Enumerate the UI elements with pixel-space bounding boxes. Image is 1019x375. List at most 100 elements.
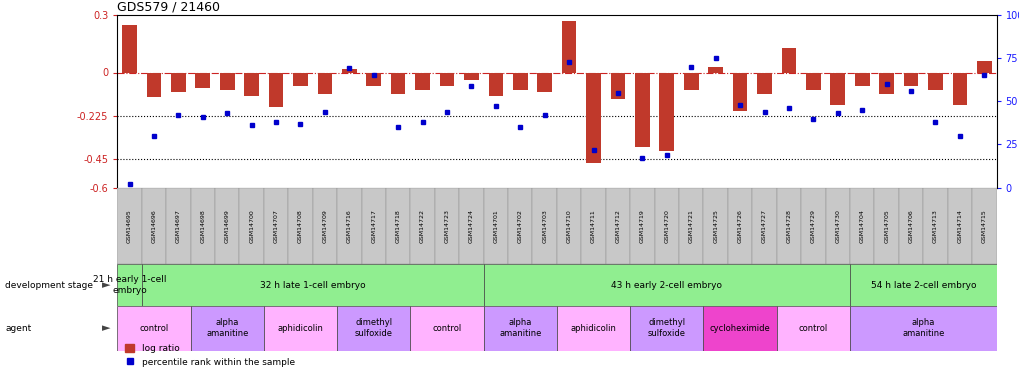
Bar xyxy=(196,72,210,88)
Text: control: control xyxy=(140,324,168,333)
Bar xyxy=(732,72,747,111)
Bar xyxy=(341,69,357,72)
Text: GSM14720: GSM14720 xyxy=(663,209,668,243)
Bar xyxy=(390,72,406,94)
Bar xyxy=(215,188,239,264)
Text: GSM14730: GSM14730 xyxy=(835,209,840,243)
Text: GSM14712: GSM14712 xyxy=(614,209,620,243)
Bar xyxy=(849,264,996,306)
Bar xyxy=(439,72,453,86)
Text: GSM14713: GSM14713 xyxy=(932,209,937,243)
Text: 54 h late 2-cell embryo: 54 h late 2-cell embryo xyxy=(869,280,975,290)
Text: cycloheximide: cycloheximide xyxy=(709,324,769,333)
Text: GSM14728: GSM14728 xyxy=(786,209,791,243)
Bar xyxy=(147,72,161,98)
Text: aphidicolin: aphidicolin xyxy=(570,324,615,333)
Bar xyxy=(873,188,898,264)
Text: GSM14726: GSM14726 xyxy=(737,209,742,243)
Text: dimethyl
sulfoxide: dimethyl sulfoxide xyxy=(355,318,392,338)
Bar xyxy=(410,188,434,264)
Bar xyxy=(581,188,605,264)
Text: GSM14708: GSM14708 xyxy=(298,209,303,243)
Bar xyxy=(976,61,990,72)
Bar xyxy=(922,188,947,264)
Text: ►: ► xyxy=(102,323,110,333)
Bar xyxy=(336,188,361,264)
Bar xyxy=(245,72,259,96)
Bar xyxy=(703,188,728,264)
Text: GSM14724: GSM14724 xyxy=(469,209,474,243)
Bar xyxy=(336,306,410,351)
Text: GSM14721: GSM14721 xyxy=(688,209,693,243)
Bar xyxy=(556,188,581,264)
Bar xyxy=(264,188,288,264)
Bar xyxy=(117,306,191,351)
Text: aphidicolin: aphidicolin xyxy=(277,324,323,333)
Bar xyxy=(635,72,649,147)
Bar xyxy=(191,188,215,264)
Text: 21 h early 1-cell
embryo: 21 h early 1-cell embryo xyxy=(93,275,166,295)
Text: alpha
amanitine: alpha amanitine xyxy=(901,318,944,338)
Text: GSM14715: GSM14715 xyxy=(981,209,985,243)
Bar xyxy=(268,72,283,107)
Bar xyxy=(952,72,966,105)
Text: 32 h late 1-cell embryo: 32 h late 1-cell embryo xyxy=(260,280,365,290)
Text: GSM14704: GSM14704 xyxy=(859,209,864,243)
Text: GSM14699: GSM14699 xyxy=(224,209,229,243)
Text: GSM14702: GSM14702 xyxy=(518,209,523,243)
Bar xyxy=(756,72,771,94)
Bar xyxy=(434,188,459,264)
Text: GSM14698: GSM14698 xyxy=(200,209,205,243)
Bar xyxy=(849,188,873,264)
Text: alpha
amanitine: alpha amanitine xyxy=(498,318,541,338)
Bar xyxy=(781,48,796,72)
Bar xyxy=(679,188,703,264)
Text: dimethyl
sulfoxide: dimethyl sulfoxide xyxy=(647,318,685,338)
Bar xyxy=(630,306,703,351)
Bar xyxy=(800,188,824,264)
Bar xyxy=(898,188,922,264)
Bar xyxy=(829,72,845,105)
Text: development stage: development stage xyxy=(5,280,93,290)
Bar xyxy=(191,306,264,351)
Text: GSM14717: GSM14717 xyxy=(371,209,376,243)
Bar xyxy=(117,188,142,264)
Text: GSM14727: GSM14727 xyxy=(761,209,766,243)
Bar xyxy=(464,72,478,80)
Bar xyxy=(410,306,483,351)
Bar xyxy=(313,188,336,264)
Text: GSM14718: GSM14718 xyxy=(395,209,400,243)
Bar xyxy=(459,188,483,264)
Legend: log ratio, percentile rank within the sample: log ratio, percentile rank within the sa… xyxy=(121,340,299,370)
Text: GSM14723: GSM14723 xyxy=(444,209,449,243)
Text: GSM14729: GSM14729 xyxy=(810,209,815,243)
Bar xyxy=(805,72,820,90)
Text: GDS579 / 21460: GDS579 / 21460 xyxy=(117,1,220,14)
Bar xyxy=(385,188,410,264)
Bar xyxy=(776,188,800,264)
Bar xyxy=(288,188,313,264)
Text: GSM14696: GSM14696 xyxy=(151,209,156,243)
Bar xyxy=(561,21,576,72)
Bar xyxy=(610,72,625,99)
Bar xyxy=(684,72,698,90)
Bar xyxy=(752,188,776,264)
Bar xyxy=(854,72,868,86)
Bar xyxy=(488,72,502,96)
Bar xyxy=(117,264,142,306)
Bar xyxy=(728,188,752,264)
Text: GSM14703: GSM14703 xyxy=(542,209,546,243)
Bar xyxy=(483,306,556,351)
Text: GSM14700: GSM14700 xyxy=(249,209,254,243)
Bar xyxy=(415,72,429,90)
Bar xyxy=(776,306,849,351)
Text: 43 h early 2-cell embryo: 43 h early 2-cell embryo xyxy=(610,280,721,290)
Text: agent: agent xyxy=(5,324,32,333)
Bar xyxy=(586,72,600,163)
Text: GSM14701: GSM14701 xyxy=(493,209,498,243)
Text: control: control xyxy=(798,324,827,333)
Bar xyxy=(366,72,381,86)
Bar xyxy=(292,72,308,86)
Bar xyxy=(142,264,483,306)
Bar xyxy=(630,188,654,264)
